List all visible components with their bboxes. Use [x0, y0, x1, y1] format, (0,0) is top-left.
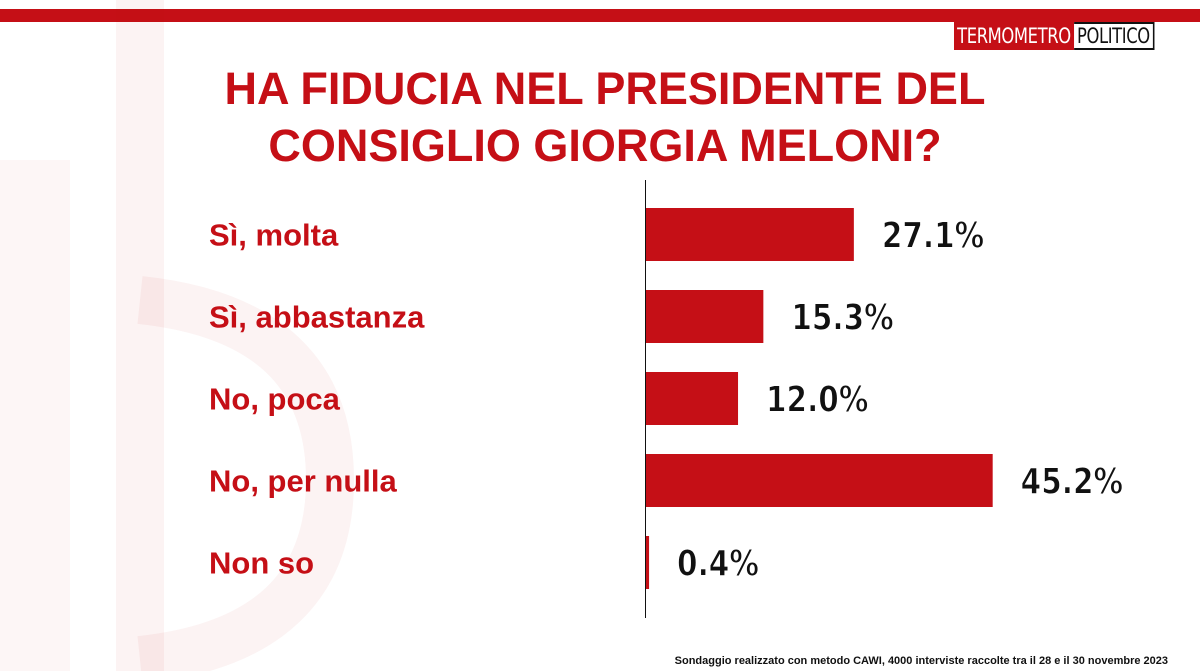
bar	[646, 208, 854, 261]
value-label: 27.1%	[882, 214, 984, 257]
top-accent-bar	[0, 9, 1200, 22]
bar	[646, 454, 993, 507]
chart-title: HA FIDUCIA NEL PRESIDENTE DEL CONSIGLIO …	[110, 60, 1100, 174]
category-label: Sì, abbastanza	[209, 300, 425, 335]
title-line-1: HA FIDUCIA NEL PRESIDENTE DEL	[224, 63, 986, 114]
value-label: 15.3%	[791, 296, 893, 339]
category-label: Non so	[209, 546, 314, 581]
category-label: Sì, molta	[209, 218, 339, 253]
survey-footnote: Sondaggio realizzato con metodo CAWI, 40…	[674, 655, 1168, 667]
value-label: 0.4%	[677, 542, 759, 585]
category-label: No, per nulla	[209, 464, 398, 499]
value-label: 12.0%	[766, 378, 868, 421]
logo-part-red: TERMOMETRO	[954, 22, 1074, 50]
bars-layer: Sì, molta 27.1% Sì, abbastanza 15.3% No, poc…	[209, 208, 1124, 589]
category-label: No, poca	[209, 382, 341, 417]
logo-part-white: POLITICO	[1073, 22, 1155, 50]
title-line-2: CONSIGLIO GIORGIA MELONI?	[268, 120, 942, 171]
termometro-politico-logo: TERMOMETRO POLITICO	[954, 22, 1155, 50]
bar	[646, 290, 764, 343]
value-label: 45.2%	[1021, 460, 1123, 503]
bar	[646, 536, 650, 589]
bar	[646, 372, 739, 425]
